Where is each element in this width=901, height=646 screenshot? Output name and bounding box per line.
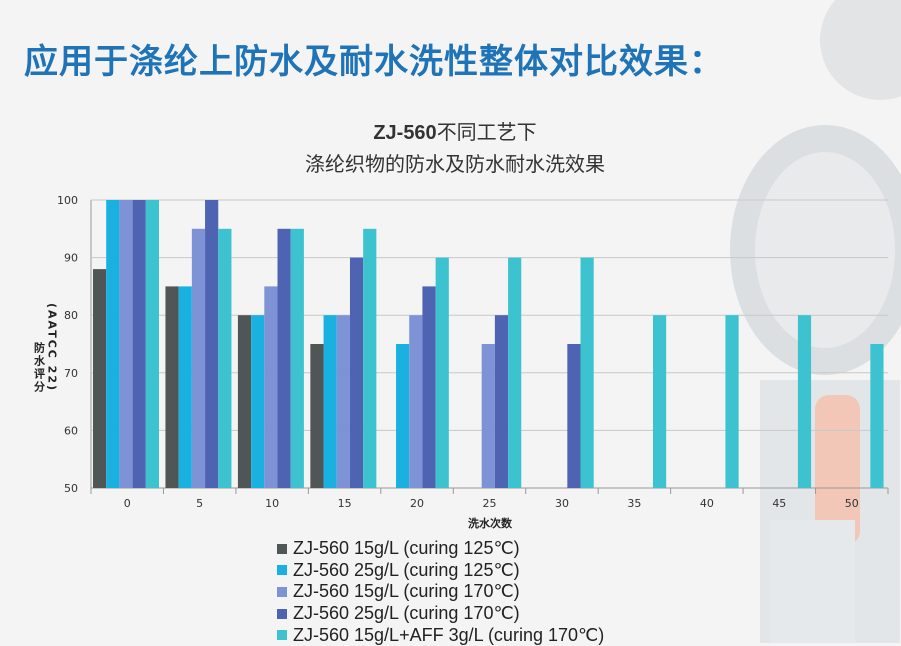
legend-swatch (277, 543, 287, 554)
x-tick-label: 0 (124, 497, 131, 510)
x-tick-labels: 0 5 10 15 20 25 30 35 40 45 50 (90, 488, 889, 510)
x-tick-label: 5 (196, 497, 203, 510)
chart-subtitle: 涤纶织物的防水及防水耐水洗效果 (305, 153, 605, 176)
legend-swatch (277, 586, 287, 597)
legend-label: ZJ-560 25g/L (curing 170℃) (293, 603, 520, 624)
bar (323, 315, 337, 488)
chart-title-bold: ZJ-560 (373, 122, 436, 144)
bar (396, 344, 410, 488)
x-tick-label: 50 (845, 497, 859, 510)
bar (349, 257, 364, 488)
y-axis-label-unit: (AATCC 22) (46, 303, 59, 392)
x-tick-label: 10 (265, 497, 279, 510)
x-tick-label: 20 (410, 497, 424, 510)
bar (652, 315, 667, 488)
bar (205, 200, 219, 488)
x-tick-label: 15 (338, 497, 352, 510)
legend-swatch (277, 608, 287, 619)
y-tick-label: 60 (64, 424, 78, 437)
bar (165, 286, 179, 488)
y-tick-label: 90 (64, 252, 78, 265)
bar (178, 286, 192, 488)
y-tick-labels: 50 60 70 80 90 100 (57, 194, 78, 495)
bar (435, 257, 449, 488)
chart-title: ZJ-560不同工艺下 (373, 121, 536, 144)
y-tick-label: 80 (64, 309, 78, 322)
legend-label: ZJ-560 15g/L (curing 125℃) (293, 538, 520, 559)
bar (494, 315, 509, 488)
bar (409, 315, 423, 488)
x-tick-label: 25 (483, 497, 497, 510)
y-tick-label: 70 (64, 367, 78, 380)
bar (277, 228, 291, 489)
x-tick-label: 30 (555, 497, 569, 510)
bar (106, 200, 120, 488)
x-axis-label: 洗水次数 (468, 516, 513, 530)
bar (422, 286, 436, 488)
legend-item: ZJ-560 15g/L+AFF 3g/L (curing 170℃) (277, 624, 604, 646)
bar (251, 315, 265, 488)
bar (237, 315, 252, 488)
bars (93, 200, 884, 489)
y-tick-label: 50 (64, 482, 78, 495)
bar (870, 344, 884, 488)
bar (264, 286, 278, 488)
y-axis-label-main: 防水评分 (33, 341, 46, 394)
y-axis-label: 防水评分 (AATCC 22) (33, 303, 59, 394)
bar (290, 228, 304, 489)
legend-swatch (277, 565, 287, 576)
legend-label: ZJ-560 15g/L+AFF 3g/L (curing 170℃) (293, 624, 605, 645)
x-tick-label: 40 (700, 497, 714, 510)
bar (797, 315, 812, 488)
page-headline: 应用于涤纶上防水及耐水洗性整体对比效果： (24, 42, 724, 82)
legend-item: ZJ-560 25g/L (curing 170℃) (277, 603, 604, 625)
bar (218, 228, 232, 489)
legend-label: ZJ-560 25g/L (curing 125℃) (293, 559, 520, 580)
x-tick-label: 35 (627, 497, 641, 510)
chart-title-rest: 不同工艺下 (437, 121, 537, 144)
legend-item: ZJ-560 15g/L (curing 125℃) (277, 538, 604, 560)
legend-swatch (277, 630, 287, 641)
chart-legend: ZJ-560 15g/L (curing 125℃) ZJ-560 25g/L (… (277, 538, 604, 646)
bar (481, 344, 495, 488)
bar (191, 228, 206, 489)
bar (336, 315, 350, 488)
y-tick-label: 100 (57, 194, 78, 207)
legend-item: ZJ-560 25g/L (curing 125℃) (277, 560, 604, 582)
bar (580, 257, 594, 488)
bar (725, 315, 739, 488)
bar (119, 200, 133, 488)
bar (145, 200, 159, 488)
bar (310, 344, 324, 488)
legend-label: ZJ-560 15g/L (curing 170℃) (293, 581, 520, 602)
legend-item: ZJ-560 15g/L (curing 170℃) (277, 581, 604, 603)
x-tick-label: 45 (772, 497, 786, 510)
bar (508, 257, 522, 488)
bar (132, 200, 146, 488)
bar (93, 269, 107, 488)
bar (363, 228, 377, 489)
bar (567, 344, 581, 488)
